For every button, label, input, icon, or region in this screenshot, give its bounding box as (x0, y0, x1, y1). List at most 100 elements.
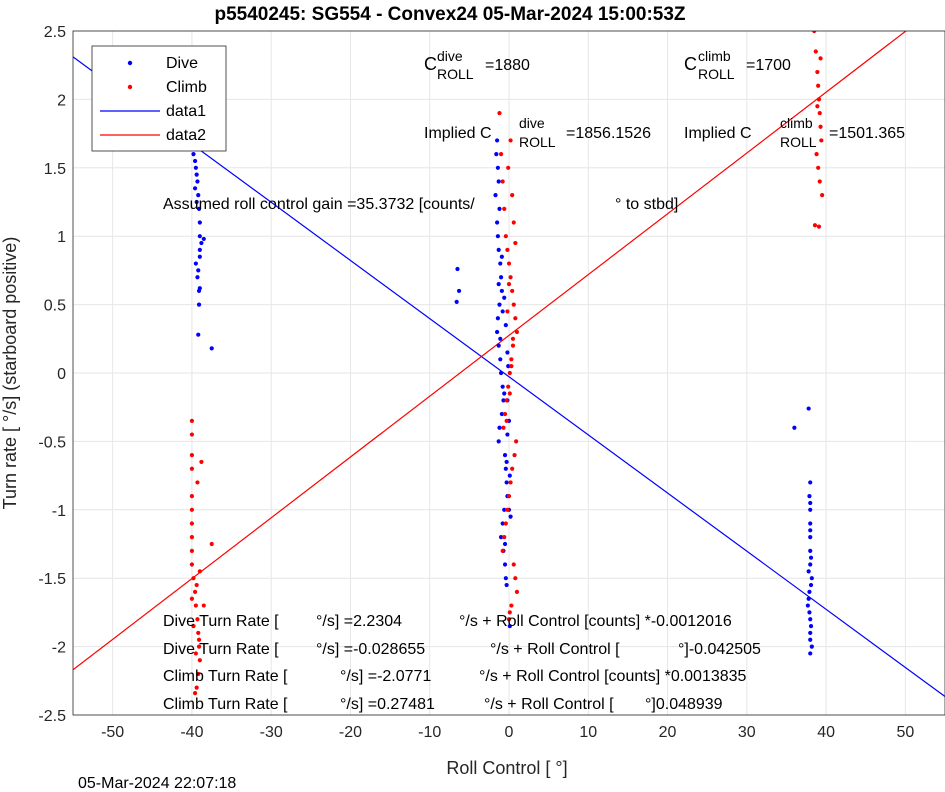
climb-point (189, 521, 195, 526)
dive-point (504, 582, 509, 588)
dive-point (808, 630, 813, 636)
eq3-part-a: Climb Turn Rate [ (163, 668, 288, 685)
climb-point (817, 110, 822, 116)
x-tick-label: 30 (738, 724, 756, 741)
fit-line-data1 (73, 56, 945, 698)
climb-point (816, 224, 822, 229)
dive-point (806, 596, 811, 601)
dive-point (499, 254, 504, 259)
climb-point (513, 576, 518, 581)
dive-point (792, 425, 797, 430)
climb-point (511, 302, 516, 307)
dive-point (499, 288, 504, 294)
dive-point (502, 541, 508, 547)
climb-point (506, 617, 512, 622)
climb-point (507, 391, 512, 396)
dive-point (505, 350, 510, 355)
implied-dive-prefix: Implied C (424, 125, 492, 142)
climb-point (510, 193, 515, 198)
climb-point (507, 610, 512, 615)
dive-point (503, 466, 508, 471)
legend-marker-climb (127, 84, 133, 90)
dive-point (455, 266, 460, 272)
dive-point (500, 309, 505, 314)
dive-point (192, 158, 198, 164)
dive-point (501, 398, 506, 403)
legend: Dive Climb data1 data2 (91, 45, 227, 152)
legend-label-climb: Climb (166, 79, 207, 96)
climb-point (815, 69, 820, 75)
c-climb-base: C (684, 54, 697, 74)
climb-point (504, 418, 509, 423)
dive-point (495, 329, 500, 335)
dive-point (497, 302, 502, 307)
equation-3: Climb Turn Rate [ °/s] =-2.0771 °/s + Ro… (163, 668, 747, 685)
x-tick-label: -40 (180, 724, 203, 741)
dive-point (808, 617, 813, 622)
dive-point (195, 275, 200, 280)
dive-point (808, 651, 813, 656)
c-climb-sup: climb (698, 48, 731, 64)
climb-point (816, 165, 821, 170)
climb-point (510, 336, 516, 341)
dive-point (807, 494, 812, 499)
implied-dive-sub: ROLL (519, 134, 556, 150)
fit-lines (73, 31, 945, 698)
equation-1: Dive Turn Rate [ °/s] =2.2304 °/s + Roll… (163, 613, 732, 630)
climb-point (196, 630, 201, 636)
climb-point (189, 507, 195, 512)
dive-point (196, 268, 201, 273)
climb-point (815, 104, 820, 109)
climb-point (819, 138, 824, 143)
dive-point (499, 411, 504, 417)
x-tick-label: 40 (817, 724, 835, 741)
climb-point (507, 370, 512, 376)
dive-point (197, 234, 202, 239)
dive-point (498, 357, 503, 362)
climb-point (512, 452, 517, 458)
x-tick-label: 20 (659, 724, 677, 741)
dive-point (808, 500, 813, 506)
climb-point (818, 56, 823, 61)
climb-point (514, 439, 519, 444)
y-tick-label: -2.5 (38, 708, 66, 725)
legend-label-dive: Dive (166, 55, 198, 72)
climb-point (513, 316, 518, 321)
c-climb-value: =1700 (746, 57, 791, 74)
c-dive-base: C (424, 54, 437, 74)
climb-point (514, 329, 520, 335)
dive-point (497, 206, 502, 211)
climb-point (814, 152, 819, 157)
dive-point (806, 569, 811, 574)
climb-point (505, 247, 510, 252)
eq2-part-a: Dive Turn Rate [ (163, 641, 279, 658)
dive-point (805, 603, 810, 608)
dive-point (500, 384, 505, 389)
x-tick-label: 10 (579, 724, 597, 741)
dive-point (209, 346, 214, 351)
climb-point (191, 623, 196, 629)
eq1-part-a: Dive Turn Rate [ (163, 613, 279, 630)
dive-point (809, 576, 814, 581)
dive-point (807, 610, 812, 615)
x-tick-label: -20 (339, 724, 362, 741)
climb-point (511, 562, 516, 567)
axis-ticks: -50 -40 -30 -20 -10 0 10 20 30 40 50-2.5-2-1.5-1-0… (38, 24, 914, 741)
annotations: C dive ROLL =1880 C climb ROLL =1700 Imp… (163, 48, 905, 713)
implied-dive-value: =1856.1526 (566, 125, 651, 142)
climb-point (189, 452, 195, 458)
climb-point (502, 206, 507, 211)
y-tick-label: -1.5 (38, 571, 66, 588)
dive-point (197, 220, 202, 225)
climb-point (192, 691, 198, 696)
climb-point (189, 535, 195, 540)
dive-point (196, 302, 202, 307)
climb-point (196, 644, 202, 649)
dive-point (808, 521, 813, 526)
climb-point (509, 603, 514, 608)
climb-point (509, 357, 514, 362)
dive-point (191, 152, 196, 157)
climb-point (508, 138, 513, 143)
dive-point (808, 623, 814, 629)
climb-point (504, 398, 509, 403)
